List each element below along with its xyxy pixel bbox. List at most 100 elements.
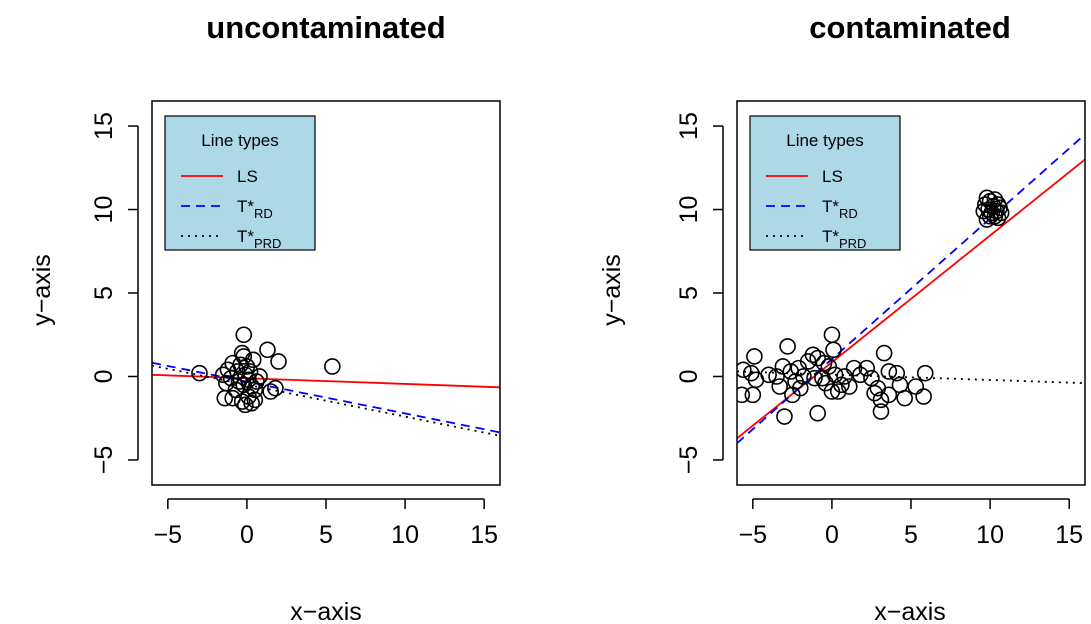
- data-point: [746, 348, 763, 365]
- series-line-tstarrd: [152, 361, 500, 434]
- data-point: [872, 391, 890, 409]
- data-points: [737, 189, 1010, 425]
- data-point: [744, 386, 762, 404]
- data-point: [779, 338, 796, 355]
- panel-contaminated: contaminated −5 0 5 10 15 −5 0 5 10 15 Line types L…: [598, 10, 1086, 624]
- x-tick-label: 15: [470, 521, 498, 549]
- x-tick-label: 0: [825, 521, 839, 549]
- data-point: [836, 368, 853, 385]
- legend-label-subscript: PRD: [839, 236, 866, 251]
- data-point: [243, 378, 260, 395]
- data-points: [191, 326, 341, 414]
- data-point: [191, 364, 208, 382]
- legend-label: LS: [822, 167, 843, 186]
- data-point: [246, 391, 264, 409]
- data-point: [222, 369, 240, 387]
- plot-frame: [736, 100, 1086, 486]
- legend-label-subscript: RD: [839, 206, 858, 221]
- data-point: [262, 383, 279, 400]
- y-tick-label: 15: [90, 112, 118, 140]
- data-point: [978, 211, 996, 228]
- x-tick-label: 10: [391, 521, 419, 549]
- data-point: [216, 389, 234, 407]
- data-point: [915, 388, 932, 405]
- y-axis-label: y−axis: [28, 254, 56, 326]
- data-point: [989, 209, 1007, 227]
- panel-title: contaminated: [809, 10, 1011, 45]
- x-axis: −5 0 5 10 15: [154, 498, 498, 549]
- data-point: [784, 386, 801, 404]
- data-point: [737, 386, 751, 404]
- y-tick-label: 5: [90, 286, 118, 300]
- legend-label: LS: [237, 167, 258, 186]
- data-point: [880, 363, 898, 380]
- x-tick-label: 15: [1055, 521, 1083, 549]
- y-axis: −5 0 5 10 15: [675, 112, 724, 475]
- data-point: [806, 369, 823, 387]
- series-line-ls: [152, 373, 500, 389]
- y-axis: −5 0 5 10 15: [90, 112, 139, 475]
- panel-uncontaminated: uncontaminated −5 0 5 10 15 −5 0 5 10 15 Line type…: [28, 10, 501, 624]
- data-point: [888, 364, 906, 382]
- data-point: [235, 326, 253, 344]
- x-tick-label: 10: [976, 521, 1004, 549]
- legend-title: Line types: [201, 131, 279, 150]
- data-point: [259, 341, 276, 359]
- data-point: [267, 379, 284, 397]
- regression-lines: [737, 133, 1085, 444]
- data-point: [224, 389, 241, 407]
- data-point: [243, 394, 260, 412]
- data-point: [737, 361, 752, 379]
- x-axis: −5 0 5 10 15: [739, 498, 1083, 549]
- panel-title: uncontaminated: [206, 10, 445, 45]
- data-point: [214, 366, 232, 384]
- data-point: [823, 383, 841, 400]
- data-point: [852, 366, 869, 384]
- data-point: [219, 361, 237, 379]
- x-tick-label: 0: [240, 521, 254, 549]
- data-point: [768, 368, 785, 385]
- data-point: [237, 396, 254, 414]
- x-tick-label: −5: [739, 521, 768, 549]
- data-point: [809, 404, 826, 422]
- y-tick-label: 10: [90, 196, 118, 224]
- y-axis-label: y−axis: [598, 254, 626, 326]
- regression-lines: [152, 361, 500, 437]
- data-point: [817, 374, 834, 392]
- x-axis-label: x−axis: [290, 598, 362, 624]
- legend-label-subscript: PRD: [254, 236, 281, 251]
- data-point: [776, 408, 793, 425]
- y-tick-label: 0: [90, 370, 118, 384]
- legend-box: [164, 115, 316, 251]
- data-point: [771, 378, 789, 395]
- data-point: [238, 358, 256, 375]
- y-tick-label: 15: [675, 112, 703, 140]
- legend-title: Line types: [786, 131, 864, 150]
- x-tick-label: 5: [319, 521, 333, 549]
- data-point: [986, 207, 1004, 225]
- y-tick-label: 5: [675, 286, 703, 300]
- data-point: [829, 383, 847, 400]
- data-point: [896, 389, 913, 407]
- data-point: [825, 341, 842, 359]
- data-point: [814, 369, 831, 387]
- y-tick-label: 10: [675, 196, 703, 224]
- series-line-tstarrd: [737, 133, 1085, 444]
- y-tick-label: 0: [675, 370, 703, 384]
- data-point: [248, 373, 265, 390]
- data-point: [790, 359, 807, 377]
- data-point: [981, 207, 999, 225]
- plot-frame: [151, 100, 501, 486]
- data-point: [907, 378, 925, 395]
- series-line-tstarprd: [152, 364, 500, 437]
- legend-label-subscript: RD: [254, 206, 273, 221]
- y-tick-label: −5: [90, 446, 118, 475]
- data-point: [841, 378, 858, 395]
- data-point: [270, 353, 287, 370]
- x-tick-label: 5: [904, 521, 918, 549]
- x-tick-label: −5: [154, 521, 183, 549]
- y-tick-label: −5: [675, 446, 703, 475]
